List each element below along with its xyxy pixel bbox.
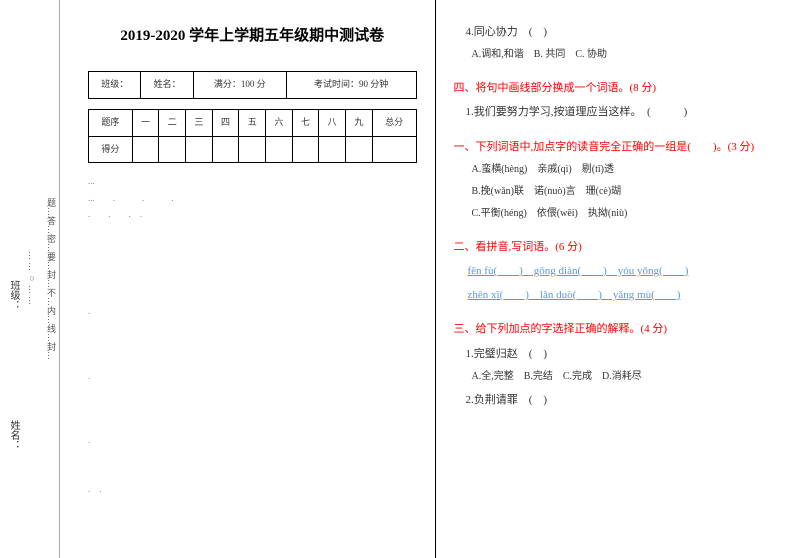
page-container: 2019-2020 学年上学期五年级期中测试卷 班级： 姓名： 满分：100 分… — [0, 0, 800, 558]
binding-edge: ……○…… 题…答…密…要…封…不…内…线…封… — [0, 0, 60, 558]
section1-head: 一、下列词语中,加点字的读音完全正确的一组是( )。(3 分) — [454, 135, 783, 159]
binding-labels: 题…答…密…要…封…不…内…线…封… — [42, 0, 58, 558]
vt-name-label: 姓名： — [6, 420, 21, 450]
info-cell: 班级： — [89, 72, 141, 99]
score-value-row: 得分 — [89, 136, 417, 163]
q3-4-opts: A.调和,和谐 B. 共同 C. 协助 — [472, 44, 783, 66]
score-cell: 三 — [186, 109, 213, 136]
exam-title: 2019-2020 学年上学期五年级期中测试卷 — [88, 20, 417, 53]
score-cell: 九 — [346, 109, 373, 136]
s4-q1: 1.我们要努力学习,按道理应当这样。 ( ) — [466, 100, 783, 124]
score-cell: 二 — [159, 109, 186, 136]
score-cell — [159, 136, 186, 163]
score-cell: 五 — [239, 109, 266, 136]
score-cell: 一 — [132, 109, 159, 136]
score-cell — [212, 136, 239, 163]
score-cell: 四 — [212, 109, 239, 136]
left-column: 2019-2020 学年上学期五年级期中测试卷 班级： 姓名： 满分：100 分… — [70, 0, 436, 558]
info-cell: 考试时间：90 分钟 — [286, 72, 416, 99]
score-cell: 六 — [266, 109, 293, 136]
score-cell — [186, 136, 213, 163]
section3-head: 三、给下列加点的字选择正确的解释。(4 分) — [454, 317, 783, 341]
s2-line2: zhēn xī( ) lǎn duò( ) yǎng mù( ) — [468, 283, 783, 307]
q3-4: 4.同心协力 ( ) — [466, 20, 783, 44]
s3-q2: 2.负荆请罪 ( ) — [466, 388, 783, 412]
info-cell: 姓名： — [141, 72, 193, 99]
score-table: 题序 一 二 三 四 五 六 七 八 九 总分 得分 — [88, 109, 417, 164]
score-header-row: 题序 一 二 三 四 五 六 七 八 九 总分 — [89, 109, 417, 136]
score-cell — [319, 136, 346, 163]
s3-q1-opts: A.全,完整 B.完结 C.完成 D.消耗尽 — [472, 366, 783, 388]
score-cell: 题序 — [89, 109, 133, 136]
filler-dots: ...... . . .. . . ..... . — [88, 173, 417, 497]
s2-line1: fēn fù( ) gōng diàn( ) yóu yǒng( ) — [468, 259, 783, 283]
s3-q1: 1.完璧归赵 ( ) — [466, 342, 783, 366]
score-cell: 八 — [319, 109, 346, 136]
s1-optB: B.挽(wǎn)联 诺(nuò)言 珊(cè)瑚 — [472, 181, 783, 203]
score-cell — [372, 136, 416, 163]
section2-head: 二、看拼音,写词语。(6 分) — [454, 235, 783, 259]
s1-optC: C.平衡(héng) 依偎(wēi) 执拗(niù) — [472, 203, 783, 225]
binding-dots: ……○…… — [35, 0, 37, 558]
right-column: 4.同心协力 ( ) A.调和,和谐 B. 共同 C. 协助 四、将句中画线部分… — [436, 0, 800, 558]
score-cell: 总分 — [372, 109, 416, 136]
score-cell: 得分 — [89, 136, 133, 163]
info-row: 班级： 姓名： 满分：100 分 考试时间：90 分钟 — [89, 72, 417, 99]
score-cell — [239, 136, 266, 163]
vt-class-label: 班级： — [6, 280, 21, 310]
info-table: 班级： 姓名： 满分：100 分 考试时间：90 分钟 — [88, 71, 417, 99]
score-cell — [346, 136, 373, 163]
s1-optA: A.蛮横(hèng) 亲戚(qì) 剔(tī)透 — [472, 159, 783, 181]
info-cell: 满分：100 分 — [193, 72, 286, 99]
score-cell — [132, 136, 159, 163]
score-cell — [266, 136, 293, 163]
score-cell: 七 — [292, 109, 319, 136]
section4-head: 四、将句中画线部分换成一个词语。(8 分) — [454, 76, 783, 100]
score-cell — [292, 136, 319, 163]
